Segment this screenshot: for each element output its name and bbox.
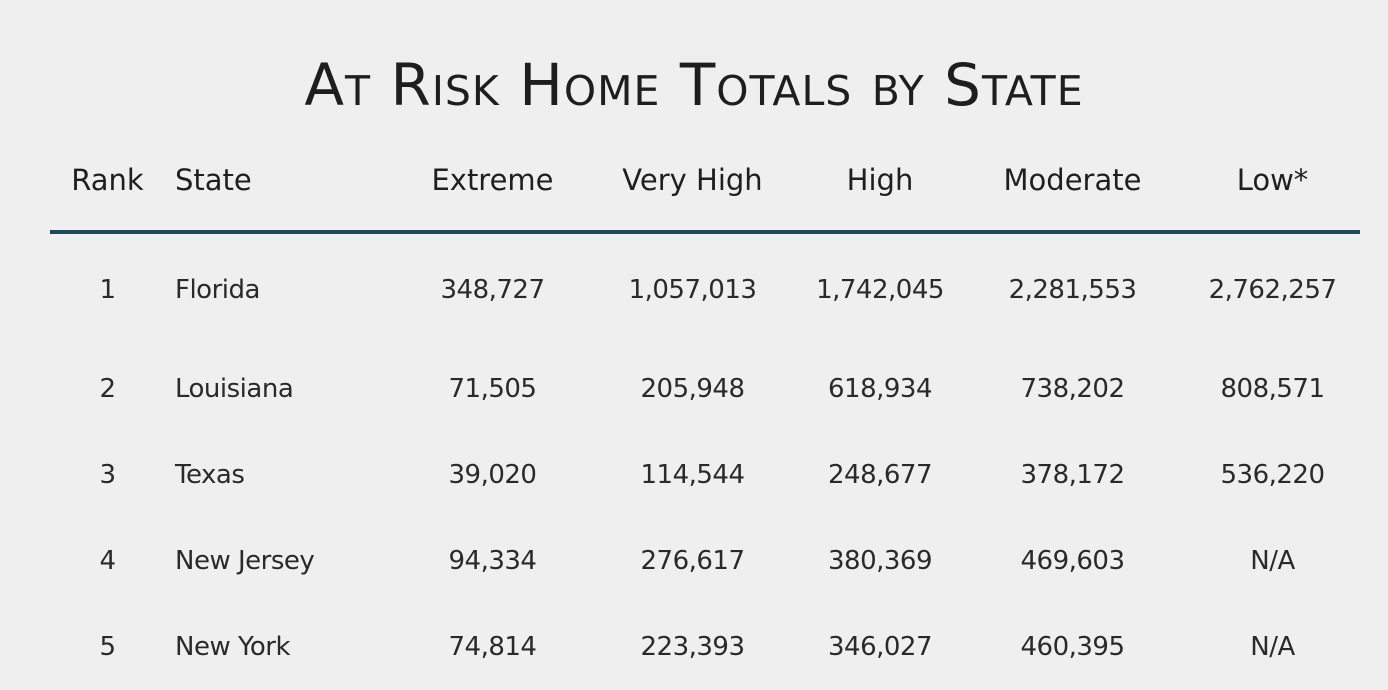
cell-moderate: 738,202 <box>1020 374 1125 404</box>
cell-low: N/A <box>1250 546 1295 576</box>
cell-very-high: 114,544 <box>640 460 745 490</box>
table-row: 2 Louisiana 71,505 205,948 618,934 738,2… <box>50 346 1360 432</box>
cell-rank: 2 <box>99 374 116 404</box>
column-header-low: Low* <box>1185 150 1360 234</box>
cell-high: 1,742,045 <box>816 275 944 305</box>
column-header-state: State <box>165 150 400 234</box>
cell-state: Louisiana <box>175 374 294 404</box>
column-header-high: High <box>800 150 960 234</box>
cell-extreme: 39,020 <box>448 460 537 490</box>
cell-moderate: 378,172 <box>1020 460 1125 490</box>
cell-extreme: 94,334 <box>448 546 537 576</box>
cell-state: Florida <box>175 275 260 305</box>
cell-rank: 4 <box>99 546 116 576</box>
cell-rank: 5 <box>99 632 116 662</box>
cell-extreme: 71,505 <box>448 374 537 404</box>
cell-high: 380,369 <box>827 546 933 576</box>
cell-state: New Jersey <box>175 546 315 576</box>
cell-low: 536,220 <box>1220 460 1325 490</box>
cell-state: Texas <box>175 460 245 490</box>
risk-table: Rank State Extreme Very High High Modera… <box>50 150 1360 690</box>
cell-moderate: 2,281,553 <box>1008 275 1137 305</box>
column-header-extreme: Extreme <box>400 150 585 234</box>
cell-moderate: 460,395 <box>1020 632 1125 662</box>
cell-low: 2,762,257 <box>1208 275 1337 305</box>
cell-low: N/A <box>1250 632 1295 662</box>
table-row: 3 Texas 39,020 114,544 248,677 378,172 5… <box>50 432 1360 518</box>
cell-extreme: 74,814 <box>448 632 537 662</box>
cell-very-high: 223,393 <box>640 632 745 662</box>
cell-state: New York <box>175 632 291 662</box>
cell-very-high: 276,617 <box>640 546 745 576</box>
cell-very-high: 205,948 <box>640 374 745 404</box>
column-header-moderate: Moderate <box>960 150 1185 234</box>
column-header-very-high: Very High <box>585 150 800 234</box>
cell-high: 248,677 <box>827 460 933 490</box>
table-row: 5 New York 74,814 223,393 346,027 460,39… <box>50 604 1360 690</box>
cell-very-high: 1,057,013 <box>628 275 757 305</box>
table-row: 1 Florida 348,727 1,057,013 1,742,045 2,… <box>50 232 1360 346</box>
cell-high: 346,027 <box>827 632 933 662</box>
table-row: 4 New Jersey 94,334 276,617 380,369 469,… <box>50 518 1360 604</box>
cell-rank: 1 <box>99 275 116 305</box>
column-header-rank: Rank <box>50 150 165 234</box>
cell-rank: 3 <box>99 460 116 490</box>
chart-title: At Risk Home Totals by State <box>304 51 1084 119</box>
cell-low: 808,571 <box>1220 374 1325 404</box>
table-header-row: Rank State Extreme Very High High Modera… <box>50 150 1360 234</box>
cell-high: 618,934 <box>827 374 933 404</box>
cell-extreme: 348,727 <box>440 275 545 305</box>
cell-moderate: 469,603 <box>1020 546 1125 576</box>
